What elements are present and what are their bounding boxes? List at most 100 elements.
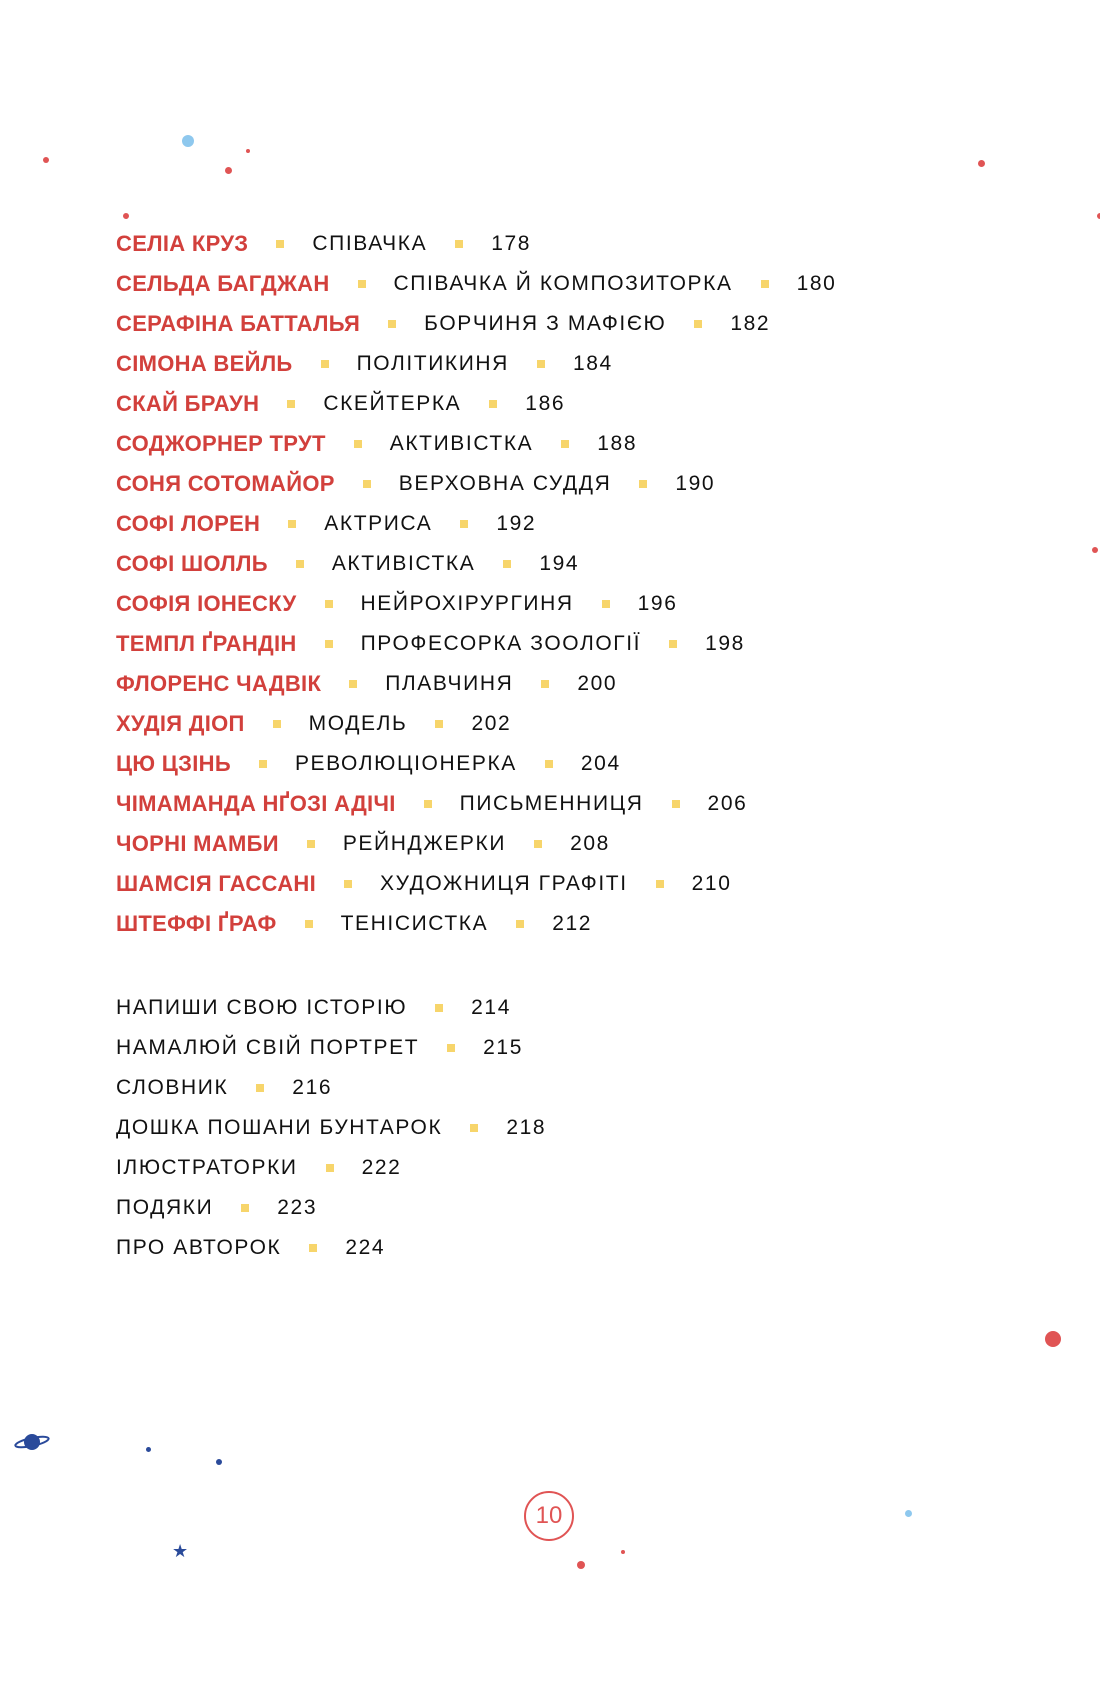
separator-square-icon (276, 240, 285, 248)
entry-name: ШТЕФФІ ҐРАФ (116, 911, 277, 936)
separator-square-icon (460, 520, 469, 528)
blue-dot-icon (905, 1510, 912, 1517)
entry-name: СОНЯ СОТОМАЙОР (116, 471, 335, 496)
extra-page-number: 216 (292, 1076, 333, 1099)
entry-page-number: 194 (539, 552, 580, 575)
separator-square-icon (241, 1204, 250, 1212)
entry-name: ТЕМПЛ ҐРАНДІН (116, 631, 297, 656)
separator-square-icon (534, 840, 543, 848)
entry-page-number: 208 (570, 832, 610, 855)
entry-name: ШАМСІЯ ГАССАНІ (116, 871, 316, 896)
entry-description: ХУДОЖНИЦЯ ГРАФІТІ (380, 872, 628, 895)
entry-description: БОРЧИНЯ З МАФІЄЮ (424, 312, 667, 335)
entry-name: ЧІМАМАНДА НҐОЗІ АДІЧІ (116, 791, 396, 816)
separator-square-icon (503, 560, 512, 568)
red-dot-icon (978, 160, 985, 167)
toc-entry[interactable]: ЧІМАМАНДА НҐОЗІ АДІЧІ ПИСЬМЕННИЦЯ 206 (116, 784, 836, 824)
red-dot-icon (123, 213, 129, 219)
separator-square-icon (601, 600, 610, 608)
entry-description: НЕЙРОХІРУРГИНЯ (360, 592, 574, 615)
extra-title: НАМАЛЮЙ СВІЙ ПОРТРЕТ (116, 1036, 420, 1059)
entry-page-number: 186 (525, 392, 566, 415)
separator-square-icon (423, 800, 432, 808)
entry-name: СОФІЯ ІОНЕСКУ (116, 591, 297, 616)
separator-square-icon (258, 760, 267, 768)
table-of-contents-extras: НАПИШИ СВОЮ ІСТОРІЮ 214 НАМАЛЮЙ СВІЙ ПОРТР… (116, 988, 546, 1268)
toc-entry[interactable]: СОФІЯ ІОНЕСКУ НЕЙРОХІРУРГИНЯ 196 (116, 584, 836, 624)
separator-square-icon (309, 1244, 318, 1252)
red-dot-icon (246, 149, 250, 153)
entry-page-number: 188 (597, 432, 638, 455)
entry-description: РЕЙНДЖЕРКИ (342, 832, 507, 855)
toc-extra-entry[interactable]: НАМАЛЮЙ СВІЙ ПОРТРЕТ 215 (116, 1028, 546, 1068)
separator-square-icon (639, 480, 648, 488)
toc-entry[interactable]: ЧОРНІ МАМБИ РЕЙНДЖЕРКИ 208 (116, 824, 836, 864)
toc-entry[interactable]: СОФІ ЛОРЕН АКТРИСА 192 (116, 504, 836, 544)
entry-name: СОФІ ШОЛЛЬ (116, 551, 268, 576)
page-number: 10 (524, 1491, 574, 1541)
entry-page-number: 196 (637, 592, 678, 615)
toc-entry[interactable]: ШТЕФФІ ҐРАФ ТЕНІСИСТКА 212 (116, 904, 836, 944)
toc-entry[interactable]: СЕЛІА КРУЗ СПІВАЧКА 178 (116, 224, 836, 264)
toc-extra-entry[interactable]: НАПИШИ СВОЮ ІСТОРІЮ 214 (116, 988, 546, 1028)
entry-page-number: 198 (705, 632, 745, 655)
separator-square-icon (349, 680, 358, 688)
red-dot-icon (1092, 547, 1098, 553)
separator-square-icon (760, 280, 769, 288)
toc-entry[interactable]: ШАМСІЯ ГАССАНІ ХУДОЖНИЦЯ ГРАФІТІ 210 (116, 864, 836, 904)
toc-entry[interactable]: СОНЯ СОТОМАЙОР ВЕРХОВНА СУДДЯ 190 (116, 464, 836, 504)
toc-entry[interactable]: СОФІ ШОЛЛЬ АКТИВІСТКА 194 (116, 544, 836, 584)
toc-entry[interactable]: СЕРАФІНА БАТТАЛЬЯ БОРЧИНЯ З МАФІЄЮ 182 (116, 304, 836, 344)
entry-page-number: 200 (577, 672, 618, 695)
entry-page-number: 210 (691, 872, 732, 895)
separator-square-icon (324, 600, 333, 608)
separator-square-icon (304, 920, 313, 928)
toc-extra-entry[interactable]: СЛОВНИК 216 (116, 1068, 546, 1108)
toc-extra-entry[interactable]: ІЛЮСТРАТОРКИ 222 (116, 1148, 546, 1188)
toc-entry[interactable]: ТЕМПЛ ҐРАНДІН ПРОФЕСОРКА ЗООЛОГІЇ 198 (116, 624, 836, 664)
toc-extra-entry[interactable]: ПРО АВТОРОК 224 (116, 1228, 546, 1268)
planet-icon (14, 1432, 50, 1452)
toc-extra-entry[interactable]: ПОДЯКИ 223 (116, 1188, 546, 1228)
red-dot-icon (1045, 1331, 1061, 1347)
separator-square-icon (324, 640, 333, 648)
separator-square-icon (655, 880, 664, 888)
entry-page-number: 184 (572, 352, 613, 375)
toc-entry[interactable]: СКАЙ БРАУН СКЕЙТЕРКА 186 (116, 384, 836, 424)
separator-square-icon (561, 440, 570, 448)
star-icon: ★ (172, 1541, 189, 1561)
toc-extra-entry[interactable]: ДОШКА ПОШАНИ БУНТАРОК 218 (116, 1108, 546, 1148)
toc-entry[interactable]: ЦЮ ЦЗІНЬ РЕВОЛЮЦІОНЕРКА 204 (116, 744, 836, 784)
entry-page-number: 212 (552, 912, 593, 935)
entry-page-number: 206 (707, 792, 748, 815)
separator-square-icon (272, 720, 281, 728)
entry-name: ФЛОРЕНС ЧАДВІК (116, 671, 322, 696)
entry-page-number: 182 (730, 312, 771, 335)
entry-name: ХУДІЯ ДІОП (116, 711, 245, 736)
red-dot-icon (225, 167, 232, 174)
toc-entry[interactable]: ХУДІЯ ДІОП МОДЕЛЬ 202 (116, 704, 836, 744)
table-of-contents: СЕЛІА КРУЗ СПІВАЧКА 178 СЕЛЬДА БАГДЖАН СПІВА… (116, 224, 836, 944)
separator-square-icon (357, 280, 366, 288)
entry-page-number: 180 (796, 272, 837, 295)
entry-name: ЧОРНІ МАМБИ (116, 831, 279, 856)
toc-entry[interactable]: СІМОНА ВЕЙЛЬ ПОЛІТИКИНЯ 184 (116, 344, 836, 384)
red-dot-icon (43, 157, 49, 163)
red-dot-icon (621, 1550, 625, 1554)
entry-description: ВЕРХОВНА СУДДЯ (398, 472, 612, 495)
entry-description: ПРОФЕСОРКА ЗООЛОГІЇ (360, 632, 642, 655)
separator-square-icon (447, 1044, 456, 1052)
toc-entry[interactable]: СОДЖОРНЕР ТРУТ АКТИВІСТКА 188 (116, 424, 836, 464)
toc-entry[interactable]: ФЛОРЕНС ЧАДВІК ПЛАВЧИНЯ 200 (116, 664, 836, 704)
entry-description: МОДЕЛЬ (308, 712, 408, 735)
entry-description: СКЕЙТЕРКА (323, 392, 462, 415)
entry-description: СПІВАЧКА (312, 232, 428, 255)
entry-description: АКТРИСА (324, 512, 433, 535)
entry-name: СЕЛЬДА БАГДЖАН (116, 271, 330, 296)
separator-square-icon (344, 880, 352, 888)
blue-dot-icon (216, 1459, 222, 1465)
extra-page-number: 214 (471, 996, 511, 1019)
toc-entry[interactable]: СЕЛЬДА БАГДЖАН СПІВАЧКА Й КОМПОЗИТОРКА 180 (116, 264, 836, 304)
separator-square-icon (671, 800, 680, 808)
entry-description: ПЛАВЧИНЯ (385, 672, 514, 695)
